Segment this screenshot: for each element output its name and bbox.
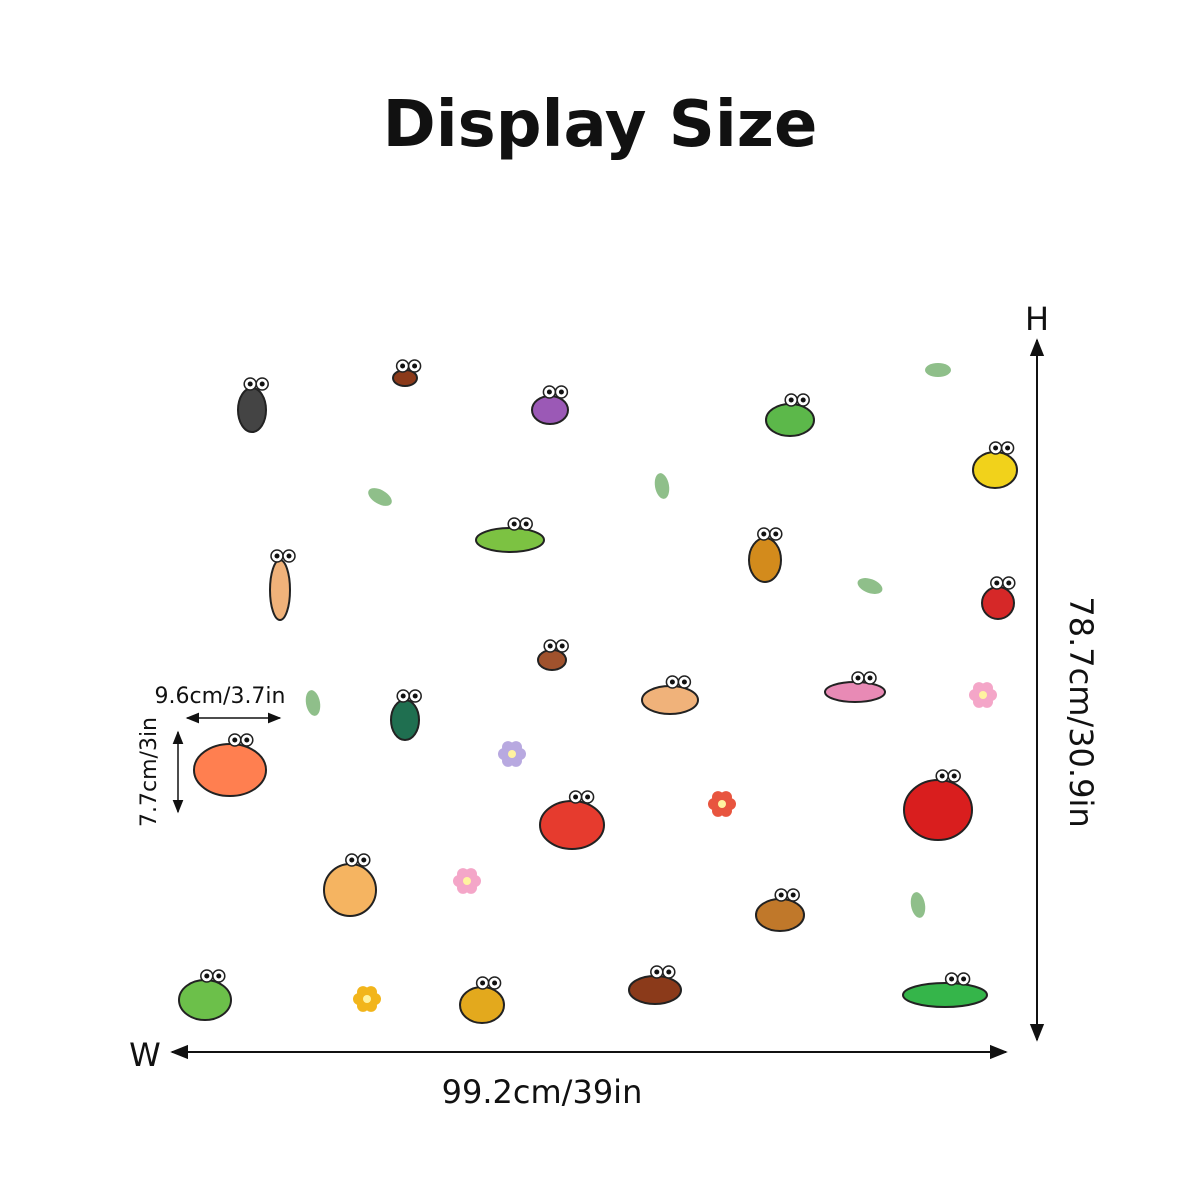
width-marker: W: [129, 1036, 161, 1074]
bug-pupil: [547, 643, 553, 649]
flower-petal: [510, 741, 522, 754]
bug-pupil: [1006, 580, 1012, 586]
bug-body: [390, 699, 420, 741]
bug-body: [178, 979, 232, 1021]
width-label: 99.2cm/39in: [442, 1073, 643, 1111]
bug-body: [237, 387, 267, 433]
bug-pupil: [800, 397, 806, 403]
flower-petal: [720, 791, 732, 804]
height-label: 78.7cm/30.9in: [1062, 596, 1100, 827]
bug-pupil: [573, 794, 579, 800]
bug-body: [824, 681, 886, 703]
leaf: [910, 892, 926, 918]
bug-body: [459, 986, 505, 1024]
bug-pupil: [216, 973, 222, 979]
flower-center: [463, 877, 471, 885]
leaf: [925, 363, 951, 377]
bug-pupil: [492, 980, 498, 986]
bug-pupil: [400, 363, 406, 369]
bug-body: [475, 527, 545, 553]
leaf: [305, 690, 321, 716]
stickers: [178, 359, 1018, 1024]
bug-body: [193, 743, 267, 797]
bug-pupil: [681, 679, 687, 685]
bug-pupil: [761, 531, 767, 537]
flower-petal: [365, 986, 377, 999]
bug-pupil: [994, 580, 1000, 586]
height-marker: H: [1025, 300, 1049, 338]
title: Display Size: [383, 88, 818, 162]
flower-center: [718, 800, 726, 808]
flower-petal: [465, 868, 477, 881]
bug-pupil: [259, 381, 265, 387]
bug-pupil: [1005, 445, 1011, 451]
bug-pupil: [961, 976, 967, 982]
leaf: [368, 488, 392, 506]
bug-pupil: [274, 553, 280, 559]
leaf: [654, 473, 670, 499]
flower-petal: [981, 682, 993, 695]
bug-pupil: [247, 381, 253, 387]
bug-body: [902, 982, 988, 1008]
bug-pupil: [993, 445, 999, 451]
bug-body: [269, 559, 291, 621]
bug-pupil: [778, 892, 784, 898]
bug-pupil: [244, 737, 250, 743]
bug-pupil: [951, 773, 957, 779]
bug-pupil: [790, 892, 796, 898]
bug-body: [531, 395, 569, 425]
bug-pupil: [546, 389, 552, 395]
sample-width-label: 9.6cm/3.7in: [155, 684, 286, 709]
bug-body: [628, 975, 682, 1005]
bug-pupil: [855, 675, 861, 681]
bug-pupil: [558, 389, 564, 395]
bug-body: [755, 898, 805, 932]
bug-body: [748, 537, 782, 583]
bug-pupil: [480, 980, 486, 986]
bug-pupil: [666, 969, 672, 975]
bug-pupil: [654, 969, 660, 975]
bug-pupil: [361, 857, 367, 863]
sample-height-label: 7.7cm/3in: [137, 717, 162, 827]
bug-body: [641, 685, 699, 715]
bug-pupil: [559, 643, 565, 649]
bug-pupil: [232, 737, 238, 743]
bug-body: [972, 451, 1018, 489]
bug-pupil: [867, 675, 873, 681]
bug-pupil: [204, 973, 210, 979]
bug-pupil: [511, 521, 517, 527]
bug-pupil: [349, 857, 355, 863]
bug-pupil: [400, 693, 406, 699]
leaf: [857, 578, 883, 594]
bug-pupil: [412, 693, 418, 699]
bug-body: [981, 586, 1015, 620]
bug-body: [537, 649, 567, 671]
bug-pupil: [949, 976, 955, 982]
flower-center: [979, 691, 987, 699]
bug-pupil: [939, 773, 945, 779]
flower-center: [508, 750, 516, 758]
bug-pupil: [585, 794, 591, 800]
flower-center: [363, 995, 371, 1003]
bug-pupil: [412, 363, 418, 369]
bug-pupil: [788, 397, 794, 403]
bug-body: [323, 863, 377, 917]
bug-body: [539, 800, 605, 850]
bug-pupil: [286, 553, 292, 559]
bug-pupil: [523, 521, 529, 527]
bug-body: [765, 403, 815, 437]
bug-pupil: [669, 679, 675, 685]
bug-body: [903, 779, 973, 841]
bug-pupil: [773, 531, 779, 537]
